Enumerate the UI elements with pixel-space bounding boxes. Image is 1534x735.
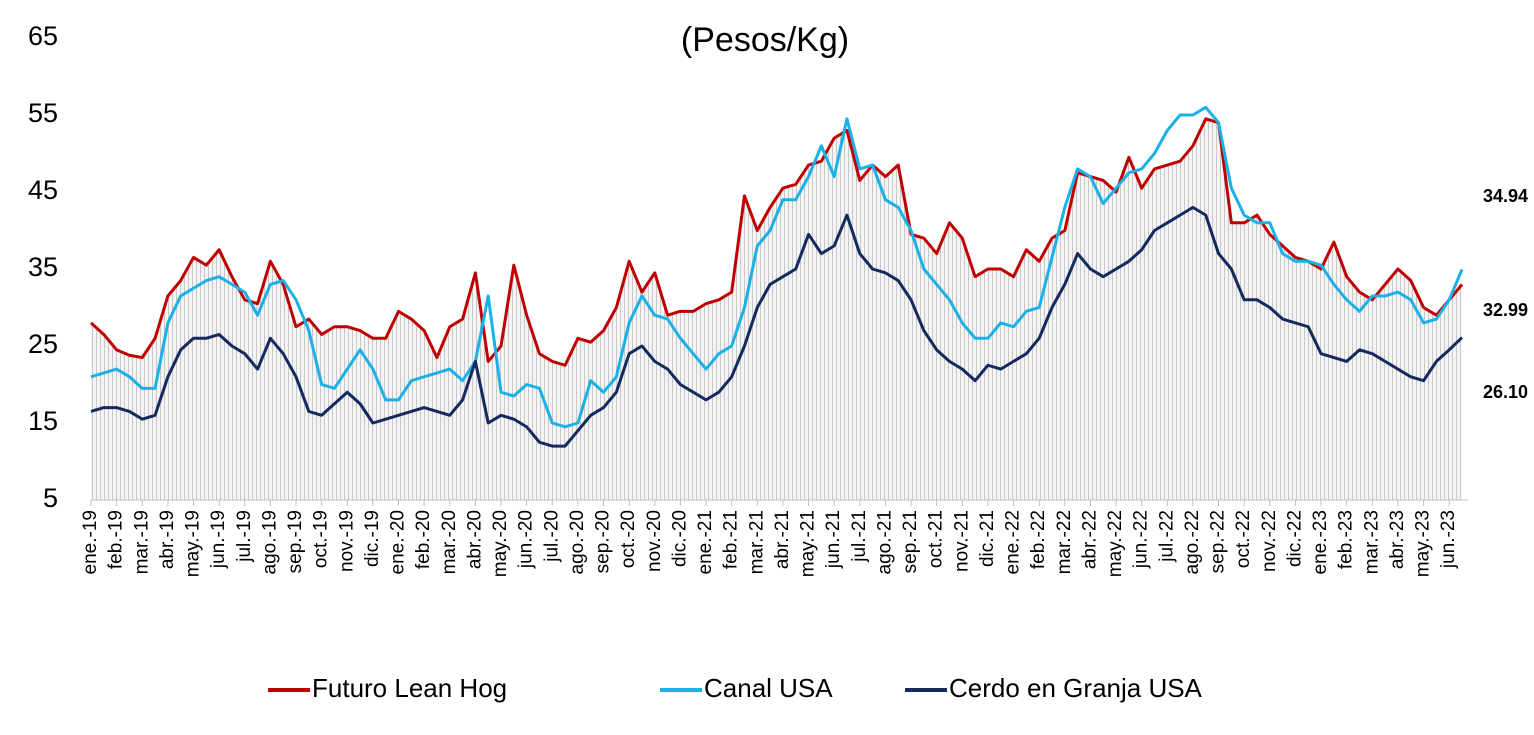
x-tick-label: may.-19 xyxy=(183,510,204,577)
x-tick-label: nov.-20 xyxy=(644,510,665,572)
y-tick-label: 65 xyxy=(28,21,58,51)
x-tick-label: abr.-19 xyxy=(157,510,178,569)
y-tick-label: 5 xyxy=(43,483,58,513)
x-tick-label: nov.-22 xyxy=(1259,510,1280,572)
x-tick-label: ene.-20 xyxy=(388,510,409,574)
x-tick-label: oct.-19 xyxy=(311,510,332,568)
x-tick-label: sep.-22 xyxy=(1208,510,1229,573)
x-tick-label: ago.-21 xyxy=(874,510,895,574)
x-tick-label: mar.-23 xyxy=(1361,510,1382,574)
x-tick-label: mar.-21 xyxy=(746,510,767,574)
data-label: 26.10 xyxy=(1483,382,1528,402)
x-tick-label: jun.-22 xyxy=(1131,510,1152,569)
x-tick-label: oct.-20 xyxy=(618,510,639,568)
x-tick-label: ene.-22 xyxy=(1003,510,1024,574)
x-tick-label: ago.-22 xyxy=(1182,510,1203,574)
x-tick-label: oct.-21 xyxy=(926,510,947,568)
x-tick-label: abr.-21 xyxy=(772,510,793,569)
x-tick-label: feb.-23 xyxy=(1336,510,1357,569)
x-tick-label: dic.-21 xyxy=(977,510,998,567)
x-tick-label: abr.-22 xyxy=(1079,510,1100,569)
x-tick-label: abr.-20 xyxy=(464,510,485,569)
x-tick-label: jul.-20 xyxy=(541,510,562,563)
series-line xyxy=(89,117,1464,367)
x-tick-label: jul.-19 xyxy=(234,510,255,563)
x-tick-label: jun.-21 xyxy=(823,510,844,569)
y-tick-label: 15 xyxy=(28,406,58,436)
x-tick-label: jun.-20 xyxy=(516,510,537,569)
legend-label: Cerdo en Granja USA xyxy=(949,673,1203,703)
x-tick-label: nov.-19 xyxy=(336,510,357,572)
x-tick-label: mar.-19 xyxy=(131,510,152,574)
background-area xyxy=(91,118,1462,500)
y-tick-label: 25 xyxy=(28,329,58,359)
x-tick-label: jul.-21 xyxy=(849,510,870,563)
x-tick-label: oct.-22 xyxy=(1233,510,1254,568)
x-tick-label: jun.-23 xyxy=(1438,510,1459,569)
x-tick-label: abr.-23 xyxy=(1387,510,1408,569)
x-tick-label: may.-20 xyxy=(490,510,511,577)
x-tick-label: ago.-19 xyxy=(259,510,280,574)
x-tick-label: dic.-19 xyxy=(362,510,383,567)
x-tick-label: dic.-22 xyxy=(1284,510,1305,567)
chart-title: (Pesos/Kg) xyxy=(681,21,849,59)
series-line xyxy=(90,105,1464,429)
y-tick-label: 55 xyxy=(28,98,58,128)
x-tick-label: feb.-19 xyxy=(106,510,127,569)
x-tick-label: feb.-22 xyxy=(1028,510,1049,569)
x-tick-label: ene.-19 xyxy=(80,510,101,574)
x-tick-label: mar.-22 xyxy=(1054,510,1075,574)
y-tick-label: 35 xyxy=(28,252,58,282)
y-tick-label: 45 xyxy=(28,175,58,205)
legend-label: Futuro Lean Hog xyxy=(312,673,507,703)
x-tick-label: nov.-21 xyxy=(951,510,972,572)
x-tick-label: sep.-21 xyxy=(900,510,921,573)
x-tick-label: dic.-20 xyxy=(669,510,690,567)
legend-label: Canal USA xyxy=(704,673,833,703)
series-line xyxy=(90,205,1464,448)
x-tick-label: sep.-20 xyxy=(593,510,614,573)
x-tick-label: feb.-21 xyxy=(721,510,742,569)
x-tick-label: may.-21 xyxy=(798,510,819,577)
x-tick-label: jun.-19 xyxy=(208,510,229,569)
x-tick-label: jul.-22 xyxy=(1156,510,1177,563)
data-label: 32.99 xyxy=(1483,300,1528,320)
x-tick-label: feb.-20 xyxy=(413,510,434,569)
x-tick-label: may.-22 xyxy=(1105,510,1126,577)
data-label: 34.94 xyxy=(1483,186,1528,206)
x-tick-label: ago.-20 xyxy=(567,510,588,574)
x-tick-label: mar.-20 xyxy=(439,510,460,574)
x-tick-label: ene.-21 xyxy=(695,510,716,574)
x-tick-label: ene.-23 xyxy=(1310,510,1331,574)
x-tick-label: may.-23 xyxy=(1413,510,1434,577)
x-tick-label: sep.-19 xyxy=(285,510,306,573)
